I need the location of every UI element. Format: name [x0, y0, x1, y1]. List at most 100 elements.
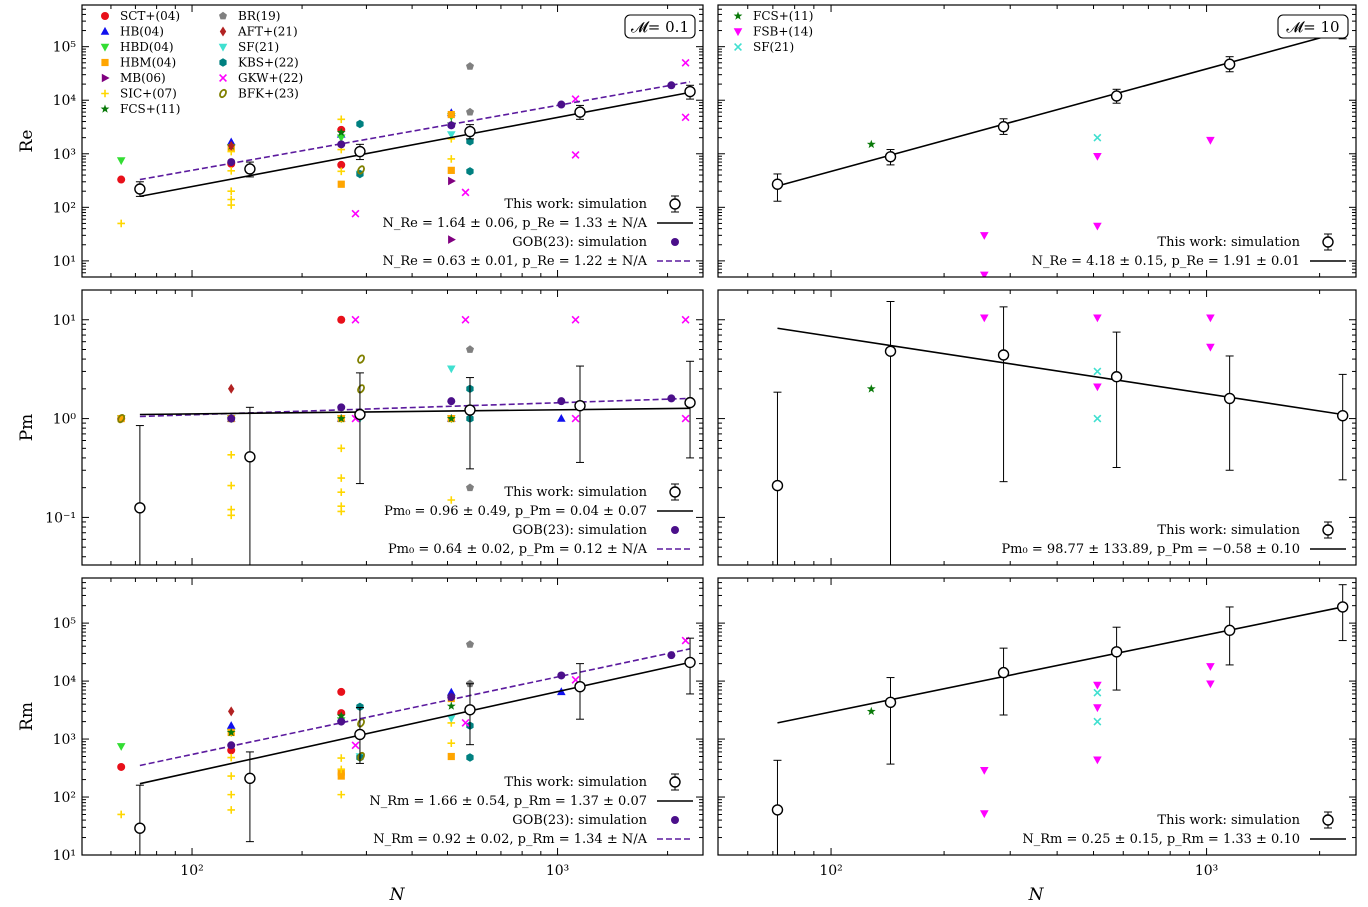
simulation-point	[574, 106, 586, 118]
data-point	[866, 384, 876, 393]
axes-frame	[81, 577, 704, 856]
data-point	[117, 810, 125, 819]
data-point	[447, 110, 455, 119]
x-axis-label-right: N	[1028, 885, 1045, 905]
data-point	[1093, 367, 1102, 376]
data-point	[117, 219, 125, 228]
plot-area	[771, 584, 1349, 855]
data-point	[980, 810, 989, 819]
data-point	[227, 511, 236, 520]
panel-2: 10⁻¹ 10⁰ 10¹ Pm This work: simulation Pm₀ = 0…	[17, 289, 704, 566]
gob-point	[447, 121, 456, 130]
axes-frame	[81, 289, 704, 566]
panel-5: 10² 10³ This work: simulation N_Rm = 0.25 ±…	[717, 577, 1357, 879]
y-tick-label: 10⁵	[53, 40, 77, 56]
simulation-point	[771, 804, 784, 816]
y-tick-label: 10⁰	[53, 412, 77, 428]
x-tick-label: 10³	[1195, 863, 1218, 879]
data-point	[336, 711, 346, 720]
simulation-point	[244, 163, 256, 175]
data-point	[466, 107, 474, 116]
data-point	[337, 507, 346, 516]
data-point	[466, 483, 474, 492]
data-point	[466, 62, 474, 70]
data-point	[681, 315, 690, 324]
fit-legend: This work: simulation N_Rm = 0.25 ± 0.15,…	[1022, 811, 1346, 847]
data-point	[1093, 704, 1102, 713]
simulation-point	[997, 666, 1010, 679]
legend-label: FSB+(14)	[753, 25, 813, 39]
legend-label: SF(21)	[753, 40, 794, 54]
dataset-legend-right: FCS+(11) FSB+(14)SF(21)	[733, 9, 813, 54]
data-point	[228, 140, 235, 151]
y-axis-label: Re	[17, 130, 37, 153]
simulation-point	[1223, 624, 1236, 637]
data-point	[1206, 314, 1215, 323]
data-point	[357, 718, 365, 728]
legend-label: HBM(04)	[120, 56, 176, 70]
legend-open-circle	[669, 198, 681, 210]
legend-label: HBD(04)	[120, 40, 174, 54]
axes-frame	[717, 577, 1357, 856]
data-point	[1093, 756, 1102, 765]
legend-entry: GOB(23): simulation	[512, 235, 647, 250]
fit-legend: This work: simulation Pm₀ = 98.77 ± 133.8…	[1001, 521, 1346, 557]
legend-label: GKW+(22)	[238, 71, 303, 85]
gob-point	[557, 100, 566, 109]
legend-open-circle	[1322, 524, 1334, 536]
data-point	[117, 413, 126, 424]
x-tick-label: 10³	[546, 863, 569, 879]
legend-entry: Pm₀ = 0.96 ± 0.49, p_Pm = 0.04 ± 0.07	[384, 504, 647, 519]
gob-point	[447, 693, 456, 702]
gob-fit-line	[139, 648, 691, 767]
simulation-point	[354, 145, 366, 158]
plot-area	[116, 58, 696, 244]
y-tick-label: 10⁵	[53, 616, 77, 632]
fit-legend: This work: simulation Pm₀ = 0.96 ± 0.49, …	[384, 483, 693, 557]
simulation-point	[684, 396, 696, 409]
data-point	[466, 167, 474, 176]
ticks	[81, 289, 703, 565]
data-point	[1206, 680, 1215, 689]
data-point	[1093, 717, 1102, 726]
data-point	[227, 772, 236, 780]
legend-marker	[101, 89, 109, 98]
legend-open-circle	[1322, 814, 1334, 826]
data-point	[337, 160, 346, 169]
data-point	[357, 751, 365, 762]
simulation-point	[244, 451, 256, 463]
legend-entry: GOB(23): simulation	[512, 813, 647, 828]
legend-marker	[100, 26, 110, 35]
fit-line	[777, 30, 1343, 187]
legend-entry: N_Rm = 0.92 ± 0.02, p_Rm = 1.34 ± N/A	[373, 832, 647, 847]
simulation-point	[1223, 392, 1236, 405]
data-point	[1093, 681, 1102, 690]
legend-marker	[101, 12, 109, 20]
data-point	[980, 767, 989, 775]
data-point	[227, 806, 236, 814]
data-point	[461, 718, 470, 727]
legend-entry: N_Re = 0.63 ± 0.01, p_Re = 1.22 ± N/A	[382, 254, 647, 269]
data-point	[227, 481, 236, 490]
data-point	[681, 58, 690, 67]
data-point	[337, 315, 346, 324]
dataset-legend-left: SCT+(04) HB(04)HBD(04) HBM(04)MB(06) SIC+(0…	[100, 9, 303, 116]
legend-marker	[219, 88, 227, 99]
data-point	[337, 790, 346, 799]
panel-0: 10¹ 10² 10³ 10⁴ 10⁵ Re 𝓜= 0.1 This work: simula…	[17, 4, 704, 278]
data-point	[337, 444, 346, 453]
simulation-point	[464, 704, 476, 716]
data-point	[337, 474, 346, 482]
ticks	[81, 4, 703, 278]
simulation-point	[884, 696, 897, 709]
legend-entry: This work: simulation	[1157, 813, 1300, 828]
data-point	[337, 167, 346, 176]
data-point	[337, 772, 345, 780]
data-point	[337, 754, 346, 762]
data-point	[226, 727, 236, 737]
y-tick-label: 10⁻¹	[45, 510, 76, 526]
simulation-point	[464, 125, 476, 138]
data-point	[866, 706, 876, 716]
simulation-point	[354, 408, 366, 421]
